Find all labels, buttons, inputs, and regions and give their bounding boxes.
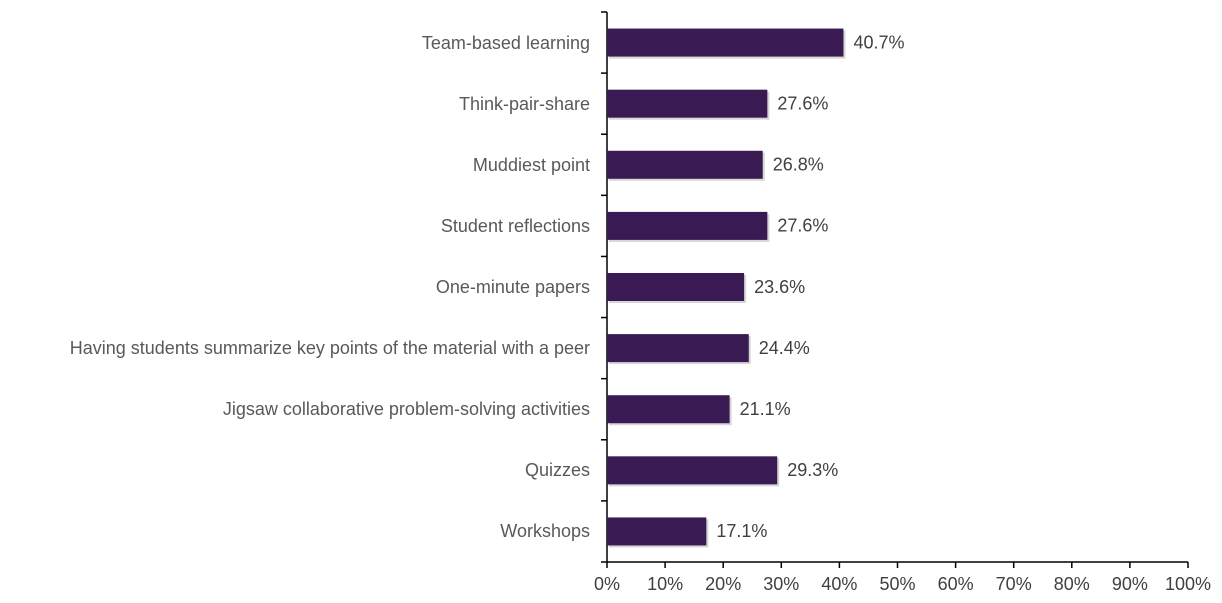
bar xyxy=(607,395,730,424)
value-label: 27.6% xyxy=(777,216,828,236)
x-tick-label: 80% xyxy=(1054,574,1090,594)
bar xyxy=(607,517,707,546)
category-label: Jigsaw collaborative problem-solving act… xyxy=(222,399,590,420)
bar xyxy=(607,211,768,240)
x-tick-label: 30% xyxy=(763,574,799,594)
x-tick-label: 40% xyxy=(821,574,857,594)
x-tick-label: 70% xyxy=(996,574,1032,594)
x-tick-label: 50% xyxy=(879,574,915,594)
value-label: 23.6% xyxy=(754,277,805,297)
x-tick-label: 60% xyxy=(938,574,974,594)
category-label: Think-pair-share xyxy=(458,93,590,114)
bar xyxy=(607,89,768,118)
value-label: 21.1% xyxy=(740,399,791,419)
bar xyxy=(607,150,763,179)
bar xyxy=(607,456,778,485)
value-label: 17.1% xyxy=(716,521,767,541)
category-label: Having students summarize key points of … xyxy=(69,338,590,359)
bar xyxy=(607,273,745,301)
bar xyxy=(607,28,844,57)
bar xyxy=(607,334,749,363)
x-tick-label: 100% xyxy=(1165,574,1211,594)
value-label: 24.4% xyxy=(759,338,810,358)
category-label: Student reflections xyxy=(440,215,590,236)
value-label: 26.8% xyxy=(773,155,824,175)
x-tick-label: 90% xyxy=(1112,574,1148,594)
x-tick-label: 20% xyxy=(705,574,741,594)
x-tick-label: 10% xyxy=(647,574,683,594)
category-label: Muddiest point xyxy=(472,154,590,175)
value-label: 29.3% xyxy=(787,460,838,480)
category-label: Team-based learning xyxy=(421,32,590,53)
value-label: 27.6% xyxy=(777,93,828,113)
x-tick-label: 0% xyxy=(594,574,620,594)
category-label: Quizzes xyxy=(524,460,590,481)
category-label: Workshops xyxy=(500,521,590,542)
category-label: One-minute papers xyxy=(435,277,590,297)
value-label: 40.7% xyxy=(853,32,904,52)
